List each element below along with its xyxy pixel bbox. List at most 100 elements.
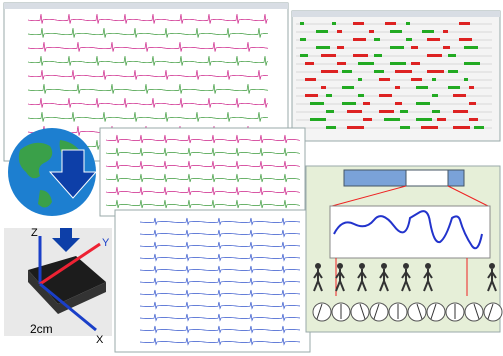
event-block: [432, 94, 438, 97]
gait-panel: [306, 166, 502, 332]
event-block: [384, 118, 400, 121]
event-block: [400, 110, 408, 113]
event-block: [369, 30, 374, 33]
window-frame: [100, 128, 305, 216]
event-block: [459, 38, 472, 41]
event-block: [374, 54, 382, 57]
event-block: [321, 86, 326, 89]
event-block: [427, 38, 440, 41]
event-block: [474, 126, 484, 129]
globe: [8, 128, 96, 216]
head: [489, 263, 495, 269]
event-block: [332, 22, 336, 25]
device-photo: Z Y X 2cm: [4, 227, 112, 346]
event-block: [464, 62, 480, 65]
dial: [484, 303, 502, 321]
event-block: [443, 46, 450, 49]
event-block: [358, 94, 364, 97]
event-block: [300, 22, 304, 25]
event-block: [379, 78, 390, 81]
event-block: [347, 126, 364, 129]
event-window: [292, 11, 500, 141]
event-block: [459, 22, 470, 25]
ecg-window-2: [100, 128, 305, 216]
event-block: [422, 30, 434, 33]
dial: [465, 303, 483, 321]
event-block: [300, 38, 306, 41]
axis-label: Y: [102, 237, 110, 249]
event-block: [406, 38, 412, 41]
event-block: [453, 126, 470, 129]
event-block: [363, 118, 372, 121]
event-block: [358, 62, 374, 65]
head: [425, 263, 431, 269]
event-block: [448, 54, 456, 57]
event-block: [469, 118, 478, 121]
head: [337, 263, 343, 269]
event-block: [305, 78, 316, 81]
event-block: [395, 70, 412, 73]
event-block: [300, 54, 308, 57]
axis-label: X: [96, 334, 104, 346]
event-block: [400, 126, 410, 129]
dial: [351, 303, 369, 321]
event-block: [353, 22, 364, 25]
event-block: [469, 86, 474, 89]
head: [403, 263, 409, 269]
event-block: [453, 110, 468, 113]
event-block: [464, 78, 468, 81]
event-block: [411, 78, 422, 81]
title-bar: [4, 3, 288, 9]
event-block: [448, 86, 460, 89]
dial: [408, 303, 426, 321]
overview-window: [406, 170, 448, 186]
event-block: [416, 102, 430, 105]
event-block: [305, 94, 318, 97]
event-block: [353, 38, 366, 41]
dial: [427, 303, 445, 321]
event-block: [390, 62, 406, 65]
event-block: [337, 30, 342, 33]
collage: Z Y X 2cm: [0, 0, 503, 356]
event-block: [326, 126, 336, 129]
head: [381, 263, 387, 269]
event-block: [358, 78, 362, 81]
event-block: [321, 54, 336, 57]
event-block: [337, 46, 344, 49]
event-block: [427, 54, 442, 57]
event-block: [316, 46, 330, 49]
event-block: [379, 94, 392, 97]
event-block: [326, 110, 334, 113]
event-block: [326, 94, 332, 97]
event-block: [310, 118, 326, 121]
event-block: [443, 30, 448, 33]
event-block: [448, 70, 458, 73]
event-block: [406, 22, 410, 25]
event-block: [321, 70, 338, 73]
event-block: [305, 62, 314, 65]
event-block: [416, 118, 432, 121]
event-block: [353, 54, 368, 57]
title-bar: [292, 11, 500, 17]
event-block: [464, 46, 478, 49]
zoom-box: [330, 206, 490, 258]
event-block: [363, 102, 370, 105]
head: [315, 263, 321, 269]
event-block: [374, 70, 384, 73]
event-block: [379, 110, 394, 113]
event-block: [432, 78, 436, 81]
event-block: [374, 38, 380, 41]
event-block: [342, 102, 356, 105]
event-block: [310, 102, 324, 105]
event-block: [342, 86, 354, 89]
event-block: [437, 118, 446, 121]
event-block: [416, 86, 428, 89]
event-block: [316, 30, 328, 33]
event-block: [342, 70, 352, 73]
event-block: [390, 46, 404, 49]
event-block: [390, 30, 402, 33]
event-block: [337, 62, 346, 65]
event-block: [411, 62, 420, 65]
dial: [370, 303, 388, 321]
dial: [313, 303, 331, 321]
